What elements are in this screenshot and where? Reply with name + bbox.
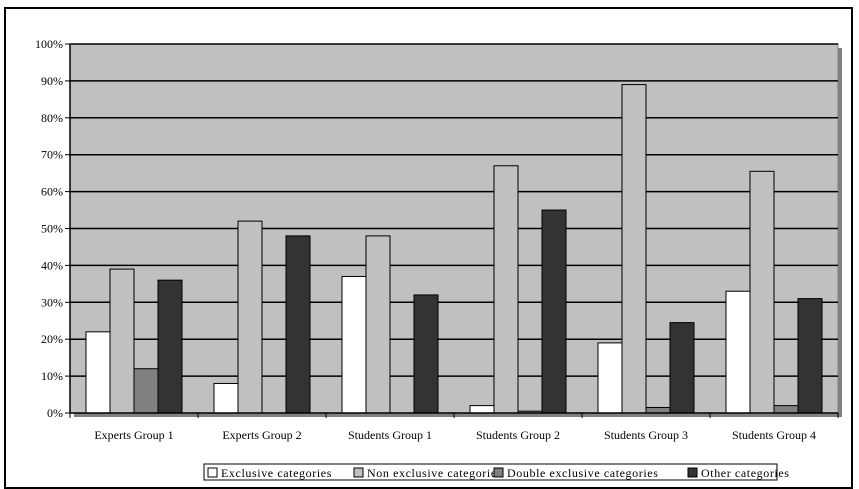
y-tick-label: 70% bbox=[41, 148, 63, 162]
x-tick-label: Students Group 3 bbox=[604, 428, 688, 442]
x-tick-label: Students Group 2 bbox=[476, 428, 560, 442]
legend-label-3: Other categories bbox=[701, 466, 790, 480]
y-tick-label: 50% bbox=[41, 222, 63, 236]
bar-0-4 bbox=[597, 342, 623, 414]
y-tick-label: 10% bbox=[41, 369, 63, 383]
x-tick-label: Experts Group 1 bbox=[94, 428, 173, 442]
bar-0-5 bbox=[725, 290, 751, 414]
bar-2-5 bbox=[773, 405, 799, 414]
bar-1-4 bbox=[621, 84, 647, 414]
bar-3-5 bbox=[797, 298, 823, 414]
y-tick-label: 90% bbox=[41, 74, 63, 88]
bar-3-3 bbox=[541, 209, 567, 414]
x-tick-label: Experts Group 2 bbox=[222, 428, 301, 442]
plot-area: 0% 10% 20% 30% 40% 50% 60% 70% 80% 90% 100% Experts… bbox=[35, 37, 842, 442]
legend: Exclusive categories Non exclusive catego… bbox=[203, 463, 790, 481]
y-tick-label: 0% bbox=[47, 406, 63, 420]
legend-swatch-1 bbox=[353, 467, 364, 478]
legend-swatch-2 bbox=[493, 467, 504, 478]
legend-label-0: Exclusive categories bbox=[221, 466, 332, 480]
bar-1-3 bbox=[493, 165, 519, 414]
legend-label-2: Double exclusive categories bbox=[507, 466, 658, 480]
legend-swatch-0 bbox=[207, 467, 218, 478]
x-tick-label: Students Group 1 bbox=[348, 428, 432, 442]
y-tick-label: 20% bbox=[41, 332, 63, 346]
y-tick-label: 100% bbox=[35, 37, 63, 51]
bar-3-2 bbox=[413, 294, 439, 414]
bar-1-5 bbox=[749, 170, 775, 414]
legend-box bbox=[203, 463, 778, 481]
bar-1-1 bbox=[237, 220, 263, 414]
y-tick-label: 60% bbox=[41, 185, 63, 199]
bar-2-4 bbox=[645, 406, 671, 414]
y-tick-label: 40% bbox=[41, 258, 63, 272]
x-tick-label: Students Group 4 bbox=[732, 428, 816, 442]
bar-3-0 bbox=[157, 279, 183, 414]
bar-0-1 bbox=[213, 382, 239, 414]
y-tick-label: 30% bbox=[41, 295, 63, 309]
legend-label-1: Non exclusive categories bbox=[367, 466, 502, 480]
bar-3-4 bbox=[669, 322, 695, 414]
bar-0-3 bbox=[469, 405, 495, 414]
bar-0-0 bbox=[85, 331, 111, 414]
bar-3-1 bbox=[285, 235, 311, 414]
y-tick-label: 80% bbox=[41, 111, 63, 125]
bar-0-2 bbox=[341, 275, 367, 414]
bar-1-0 bbox=[109, 268, 135, 414]
bar-2-0 bbox=[133, 368, 159, 414]
legend-swatch-3 bbox=[687, 467, 698, 478]
bar-1-2 bbox=[365, 235, 391, 414]
